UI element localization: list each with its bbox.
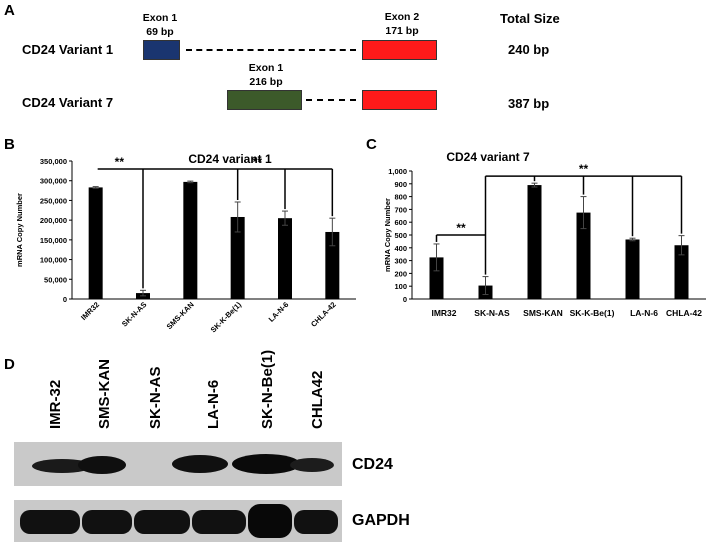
significance-marker: ** [115, 155, 125, 169]
variant-1-exon2-name: Exon 2 [384, 11, 420, 23]
y-tick-label: 0 [403, 295, 407, 304]
cd24-band-chla42 [290, 458, 334, 472]
variant-1-exon1-box [143, 40, 180, 60]
y-tick-label: 700 [394, 205, 407, 214]
chart-cd24-variant-1: CD24 variant 1 mRNA Copy Number 0 50,000 100… [15, 152, 356, 335]
y-tick-label: 600 [394, 218, 407, 227]
y-tick-label: 350,000 [40, 157, 67, 166]
bar [230, 216, 245, 299]
y-tick-label: 100,000 [40, 256, 67, 265]
significance-marker: ** [253, 155, 263, 169]
chart-title: CD24 variant 1 [188, 152, 272, 166]
cd24-blot [14, 442, 342, 486]
cd24-band-sk-n-be1 [232, 454, 300, 474]
bar [88, 187, 103, 299]
chart-title: CD24 variant 7 [446, 150, 530, 164]
x-tick-label: SK-N-AS [120, 300, 148, 328]
cd24-band-la-n-6 [172, 455, 228, 473]
variant-7-intron-line [306, 99, 356, 101]
y-tick-label: 500 [394, 231, 407, 240]
bar [278, 218, 292, 299]
y-tick-label: 200,000 [40, 216, 67, 225]
y-tick-label: 800 [394, 193, 407, 202]
x-tick-label: SMS-KAN [165, 300, 196, 331]
gapdh-blot-label: GAPDH [352, 512, 410, 529]
y-axis-label: mRNA Copy Number [383, 198, 392, 272]
x-tick-label: IMR32 [431, 308, 456, 318]
y-tick-label: 300,000 [40, 177, 67, 186]
y-tick-label: 400 [394, 244, 407, 253]
variant-7-exon1-box [227, 90, 302, 110]
gapdh-band-sk-n-as [134, 510, 190, 534]
x-tick-label: SMS-KAN [523, 308, 563, 318]
variant-1-exon1-name: Exon 1 [142, 12, 178, 24]
gapdh-band-sms-kan [82, 510, 132, 534]
y-axis-label: mRNA Copy Number [15, 193, 24, 267]
panel-a-label: A [4, 2, 15, 19]
bar [625, 239, 640, 299]
cd24-band-sms-kan [78, 456, 126, 474]
x-tick-label: SK-K-Be(1) [209, 300, 244, 335]
variant-7-total: 387 bp [508, 96, 550, 111]
gapdh-band-imr32 [20, 510, 80, 534]
x-tick-label: LA-N-6 [267, 300, 291, 324]
gapdh-band-chla42 [294, 510, 338, 534]
y-tick-label: 300 [394, 257, 407, 266]
lane-label-chla42: CHLA42 [309, 370, 326, 429]
lane-label-sk-n-as: SK-N-AS [147, 366, 164, 430]
total-size-header: Total Size [500, 11, 560, 26]
y-tick-label: 900 [394, 180, 407, 189]
x-tick-label: SK-N-AS [474, 308, 510, 318]
y-tick-label: 1,000 [388, 167, 407, 176]
y-tick-label: 50,000 [44, 275, 67, 284]
lane-label-sms-kan: SMS-KAN [96, 359, 113, 429]
panel-b-label: B [4, 136, 15, 153]
lane-label-sk-n-be1: SK-N-Be(1) [259, 349, 276, 429]
bar [576, 212, 591, 299]
lane-label-la-n-6: LA-N-6 [205, 379, 222, 429]
x-tick-label: SK-K-Be(1) [570, 308, 615, 318]
bar [527, 185, 542, 299]
gapdh-band-la-n-6 [192, 510, 246, 534]
bar [183, 181, 198, 299]
panel-d-label: D [4, 356, 15, 373]
lane-label-imr32: IMR-32 [47, 379, 64, 429]
bar [674, 245, 689, 299]
y-tick-label: 150,000 [40, 236, 67, 245]
x-tick-label: LA-N-6 [630, 308, 658, 318]
variant-7-name: CD24 Variant 7 [22, 95, 114, 110]
chart-cd24-variant-7: CD24 variant 7 mRNA Copy Number 0 100 200 300… [383, 150, 706, 318]
y-tick-label: 250,000 [40, 196, 67, 205]
y-tick-label: 200 [394, 269, 407, 278]
x-tick-label: CHLA-42 [666, 308, 702, 318]
variant-1-exon1-size: 69 bp [146, 26, 174, 38]
y-tick-label: 100 [394, 282, 407, 291]
bar [325, 231, 340, 299]
gapdh-bands [20, 504, 338, 538]
x-tick-label: IMR32 [79, 300, 101, 322]
x-tick-label: CHLA-42 [309, 300, 338, 329]
cd24-bands [32, 454, 334, 474]
y-tick-label: 0 [63, 295, 67, 304]
variant-7-exon1-name: Exon 1 [248, 62, 284, 74]
variant-1-exon2-box [362, 40, 437, 60]
variant-1-name: CD24 Variant 1 [22, 42, 114, 57]
cd24-band-imr32 [32, 459, 92, 473]
variant-1-intron-line [186, 49, 356, 51]
variant-7-exon1-size: 216 bp [249, 76, 283, 88]
panel-c-label: C [366, 136, 377, 153]
bar [429, 257, 444, 299]
gapdh-blot [14, 500, 342, 542]
variant-1-total: 240 bp [508, 42, 550, 57]
significance-marker: ** [579, 162, 589, 176]
variant-7-exon2-box [362, 90, 437, 110]
variant-1-exon2-size: 171 bp [385, 25, 419, 37]
significance-marker: ** [456, 221, 466, 235]
gapdh-band-sk-n-be1 [248, 504, 292, 538]
cd24-blot-label: CD24 [352, 456, 393, 473]
